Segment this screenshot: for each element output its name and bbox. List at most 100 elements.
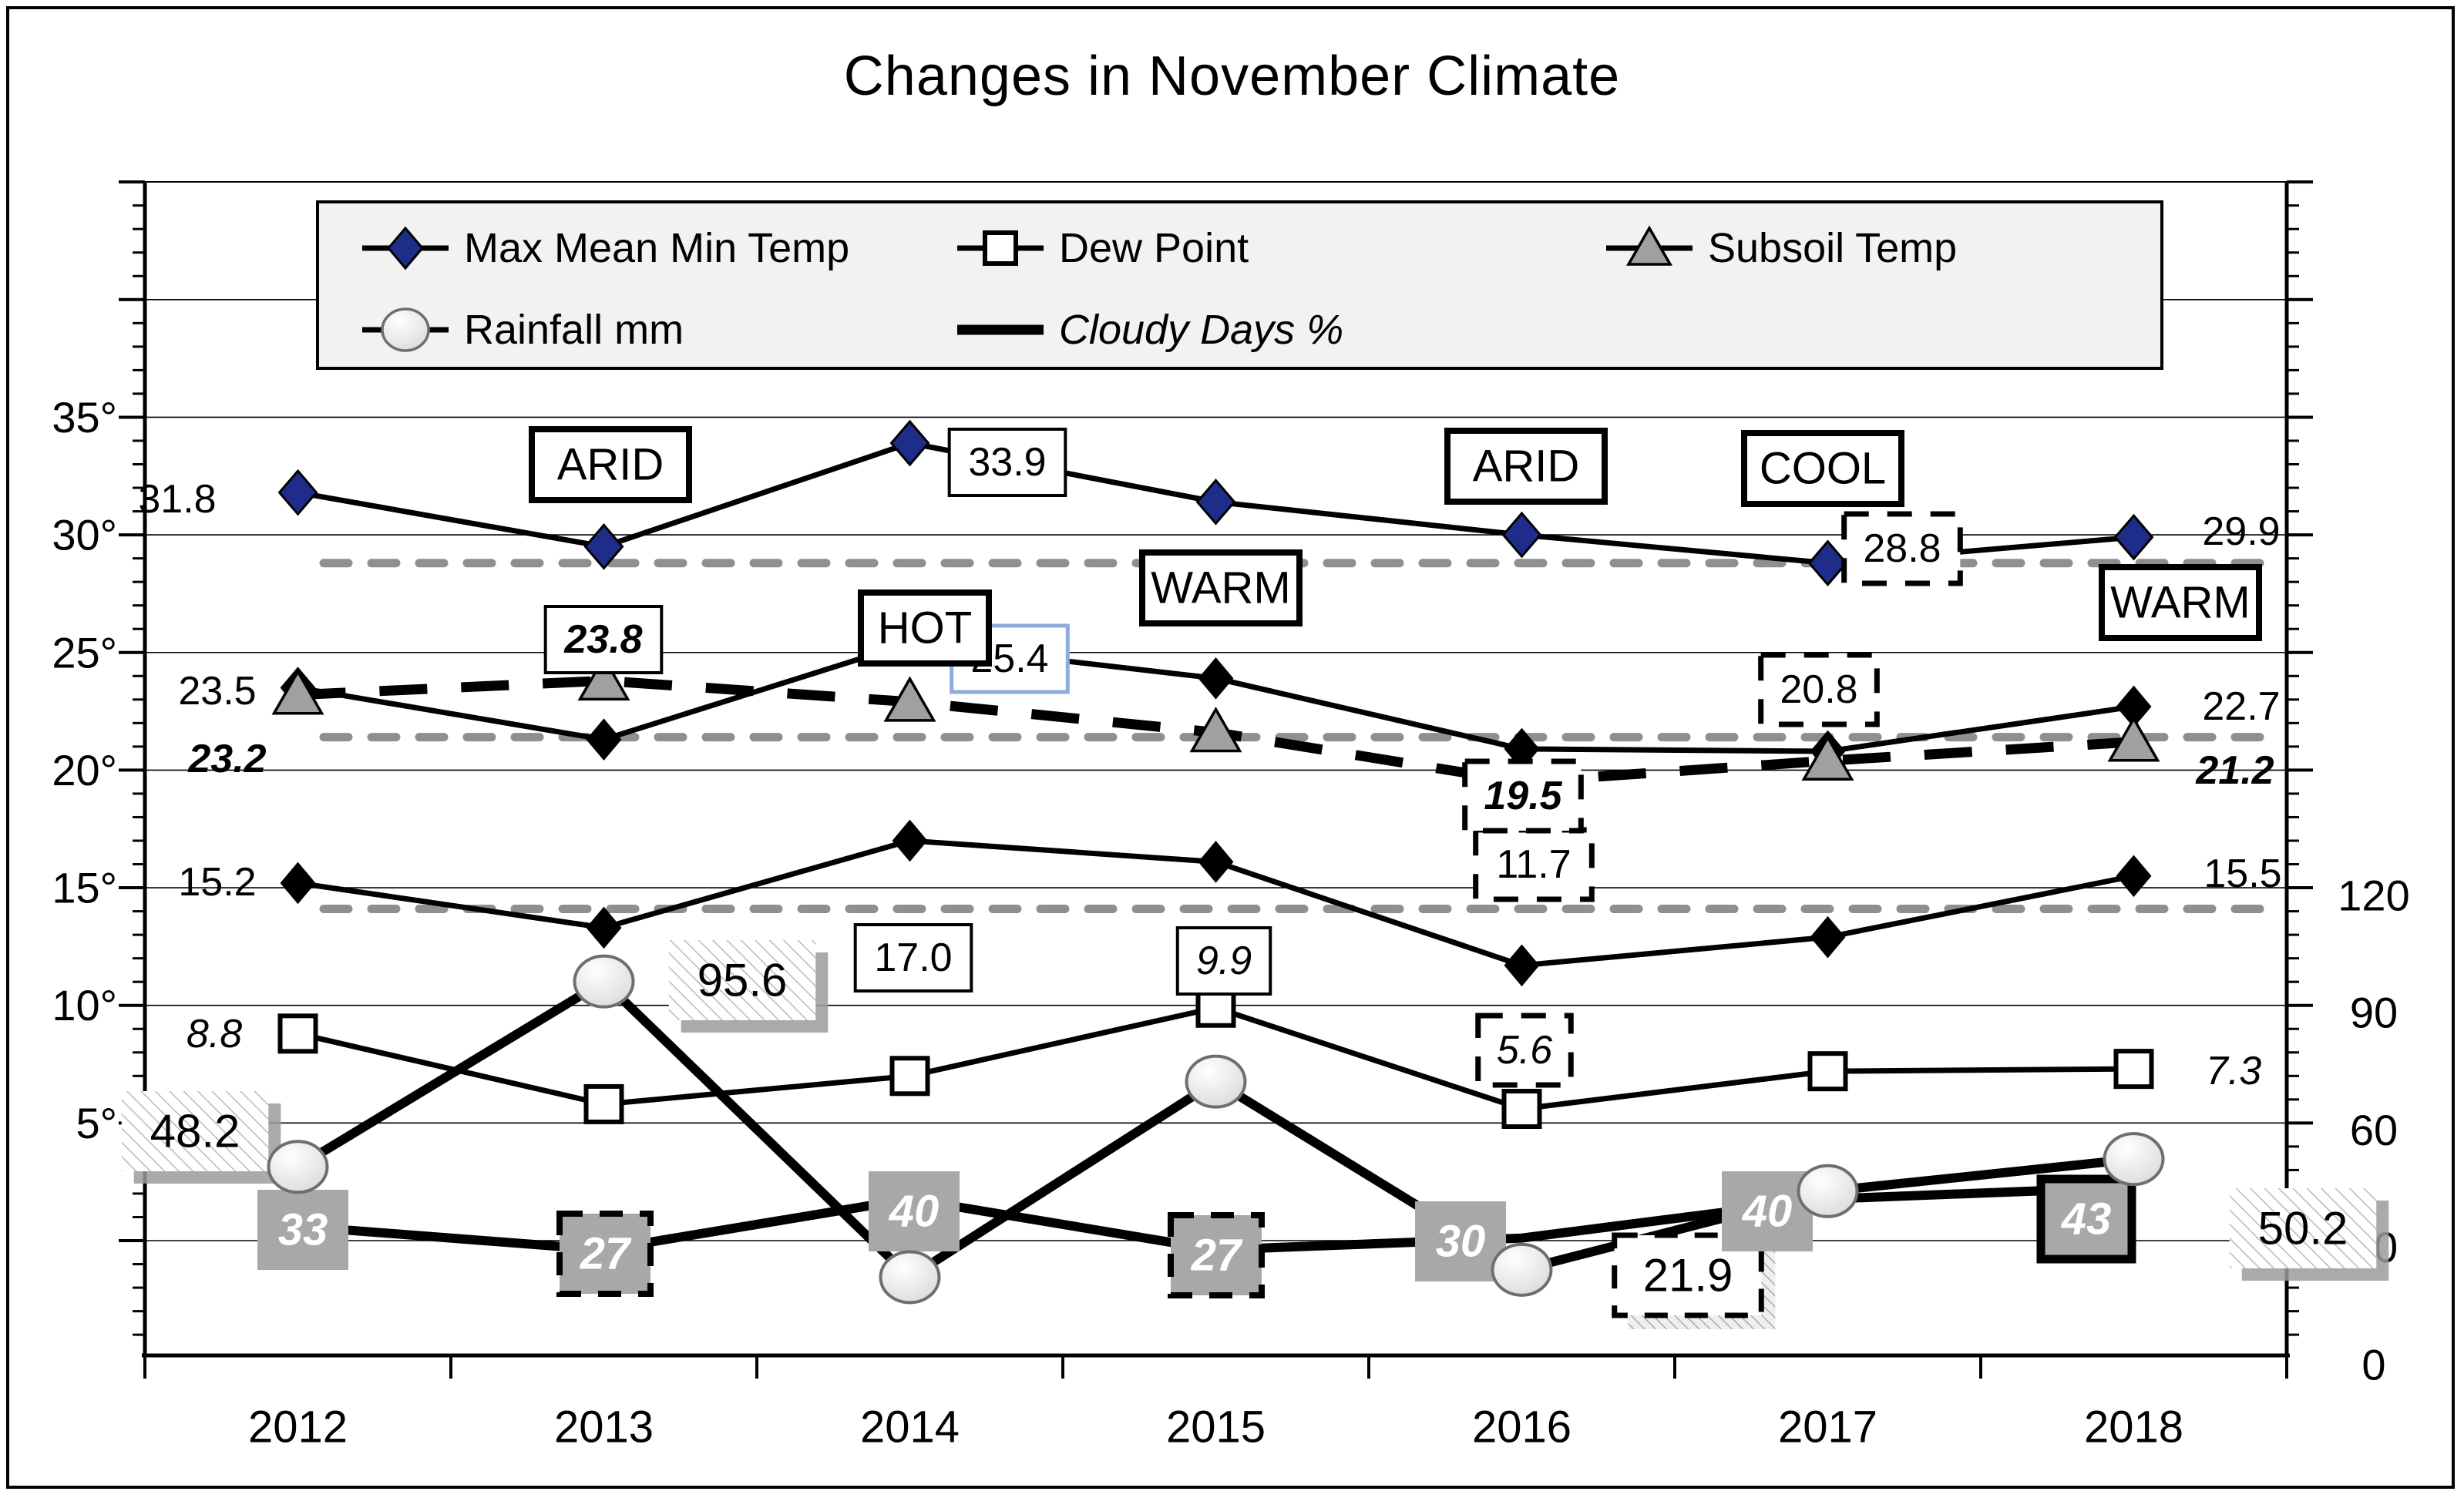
x-axis-year-label: 2012 bbox=[248, 1402, 348, 1453]
data-label: 22.7 bbox=[2202, 684, 2280, 729]
climate-annotation-box bbox=[2099, 564, 2262, 641]
data-label: 8.8 bbox=[187, 1012, 242, 1056]
data-label: 23.8 bbox=[563, 617, 642, 662]
climate-annotation-box bbox=[858, 589, 992, 667]
min-temp-marker bbox=[586, 906, 622, 949]
data-label: 29.9 bbox=[2202, 509, 2280, 554]
data-label: 23.2 bbox=[187, 737, 266, 781]
rainfall-marker bbox=[267, 1140, 329, 1194]
x-axis-year-label: 2016 bbox=[1472, 1402, 1572, 1453]
data-label: 21.2 bbox=[2195, 748, 2274, 793]
dew-point-marker bbox=[1501, 1089, 1542, 1130]
left-axis-tick-label: 25° bbox=[52, 628, 117, 677]
subsoil-temp-marker bbox=[2107, 716, 2160, 762]
left-axis-tick-label: 10° bbox=[52, 981, 117, 1029]
rainfall-marker bbox=[1491, 1242, 1553, 1297]
min-temp-marker bbox=[1504, 944, 1540, 987]
left-axis-tick-label: 20° bbox=[52, 746, 117, 794]
data-label: 5.6 bbox=[1497, 1028, 1552, 1073]
left-axis-tick-label: 35° bbox=[52, 393, 117, 442]
data-label: 15.5 bbox=[2203, 851, 2281, 896]
figure-border bbox=[6, 6, 2455, 1489]
right-axis-tick-label: 0 bbox=[2361, 1341, 2385, 1389]
data-label: 11.7 bbox=[1496, 842, 1571, 887]
right-axis-tick-label: 90 bbox=[2350, 989, 2398, 1037]
max-temp-marker bbox=[1501, 511, 1542, 559]
min-temp-marker bbox=[2116, 855, 2152, 898]
mean-temp-marker bbox=[586, 718, 622, 761]
left-axis-tick-label: 5° bbox=[76, 1099, 117, 1147]
legend-item-label: Max Mean Min Temp bbox=[464, 225, 849, 271]
left-axis-tick-label: 30° bbox=[52, 511, 117, 559]
max-temp-marker bbox=[583, 523, 624, 570]
x-axis-year-label: 2014 bbox=[860, 1402, 960, 1453]
rainfall-label-box bbox=[2229, 1188, 2377, 1268]
cloudy-days-label: 43 bbox=[2061, 1194, 2112, 1244]
rainfall-marker bbox=[2103, 1132, 2165, 1187]
legend-circle-icon bbox=[381, 307, 430, 352]
dew-point-marker bbox=[889, 1056, 930, 1097]
rainfall-marker bbox=[1185, 1054, 1247, 1109]
cloudy-days-label-box bbox=[2036, 1174, 2136, 1264]
legend-square-icon bbox=[983, 230, 1018, 266]
subsoil-temp-marker bbox=[271, 669, 324, 715]
x-axis-year-label: 2013 bbox=[554, 1402, 654, 1453]
cloudy-days-label: 27 bbox=[1191, 1231, 1243, 1281]
max-temp-marker bbox=[2113, 513, 2154, 561]
cloudy-days-label: 27 bbox=[580, 1229, 632, 1279]
max-temp-marker bbox=[1195, 479, 1236, 526]
subsoil-temp-marker bbox=[577, 654, 630, 701]
x-axis-year-label: 2018 bbox=[2084, 1402, 2183, 1453]
right-axis-tick-label: 120 bbox=[2338, 871, 2409, 919]
data-label-dashed-box bbox=[1473, 827, 1595, 902]
data-label-box bbox=[543, 605, 664, 674]
climate-annotation-label: ARID bbox=[557, 440, 664, 490]
rainfall-label-box bbox=[121, 1091, 269, 1171]
data-label: 20.8 bbox=[1780, 667, 1857, 712]
climate-annotation-box bbox=[529, 426, 692, 503]
legend-triangle-icon bbox=[1625, 225, 1673, 266]
x-axis-year-label: 2017 bbox=[1778, 1402, 1877, 1453]
right-axis-tick-label: 60 bbox=[2350, 1106, 2398, 1154]
rainfall-marker bbox=[1797, 1164, 1859, 1218]
min-temp-marker bbox=[892, 819, 928, 862]
data-label: 15.2 bbox=[178, 860, 256, 905]
cloudy-days-label-box bbox=[869, 1171, 960, 1251]
cloudy-days-label-box bbox=[1168, 1212, 1265, 1298]
data-label: 28.8 bbox=[1863, 526, 1941, 571]
rainfall-label: 50.2 bbox=[2258, 1203, 2348, 1254]
min-temp-marker bbox=[1198, 841, 1234, 883]
rainfall-marker bbox=[879, 1250, 941, 1305]
max-temp-marker bbox=[277, 469, 318, 516]
legend-box bbox=[316, 200, 2163, 370]
max-temp-marker bbox=[889, 419, 930, 467]
climate-annotation-box bbox=[1444, 428, 1608, 505]
climate-annotation-label: ARID bbox=[1473, 442, 1580, 492]
rainfall-label: 48.2 bbox=[150, 1106, 240, 1157]
cloudy-days-label-box bbox=[556, 1211, 654, 1297]
data-label-box bbox=[853, 923, 973, 993]
x-axis-year-label: 2015 bbox=[1166, 1402, 1266, 1453]
data-label-box bbox=[947, 428, 1067, 497]
left-axis-tick-label: 15° bbox=[52, 864, 117, 912]
data-label: 7.3 bbox=[2206, 1049, 2261, 1093]
climate-annotation-box bbox=[1139, 549, 1303, 626]
rainfall-label: 21.9 bbox=[1643, 1250, 1733, 1302]
data-label-box bbox=[1175, 926, 1272, 996]
cloudy-days-label-box bbox=[1722, 1171, 1813, 1251]
dew-point-marker bbox=[1807, 1051, 1848, 1092]
rainfall-marker bbox=[573, 954, 635, 1009]
data-label: 9.9 bbox=[1196, 939, 1252, 983]
rainfall-label: 95.6 bbox=[698, 955, 788, 1006]
climate-annotation-box bbox=[1741, 430, 1904, 507]
data-label: 19.5 bbox=[1484, 774, 1562, 818]
cloudy-days-label: 40 bbox=[1742, 1187, 1793, 1237]
subsoil-temp-marker bbox=[1189, 707, 1242, 753]
subsoil-temp-marker bbox=[883, 676, 936, 722]
cloudy-days-label: 30 bbox=[1436, 1217, 1486, 1267]
legend-item-label: Rainfall mm bbox=[464, 307, 684, 353]
cloudy-days-label: 33 bbox=[278, 1205, 328, 1255]
data-label-dashed-box bbox=[1475, 1013, 1574, 1088]
climate-annotation-label: HOT bbox=[878, 603, 972, 653]
